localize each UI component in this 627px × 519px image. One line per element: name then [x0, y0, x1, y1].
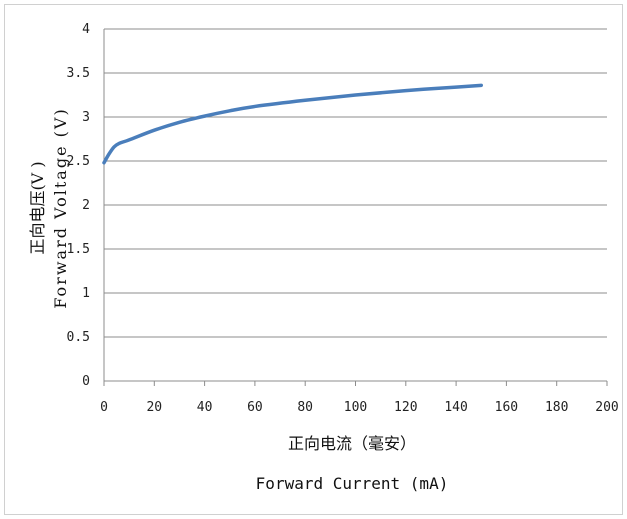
chart-frame [4, 4, 623, 515]
x-tick-label: 100 [344, 400, 367, 415]
gridlines [104, 28, 607, 338]
y-tick-label: 0.5 [67, 330, 90, 345]
x-tick-label: 140 [444, 400, 467, 415]
x-tick-label: 160 [495, 400, 518, 415]
y-tick-label: 4 [82, 22, 90, 37]
x-tick-label: 0 [100, 400, 108, 415]
y-tick-label: 1 [82, 286, 90, 301]
y-tick-labels: 0 0.5 1 1.5 2 2.5 3 3.5 4 [67, 22, 91, 389]
y-axis-label-cn: 正向电压(V ) [28, 161, 47, 254]
y-tick-label: 3.5 [67, 66, 90, 81]
x-tick-label: 20 [146, 400, 162, 415]
y-tick-label: 2 [82, 198, 90, 213]
y-tick-label: 1.5 [67, 242, 90, 257]
x-tick-label: 200 [595, 400, 618, 415]
y-tick-label: 3 [82, 110, 90, 125]
x-tick-label: 60 [247, 400, 263, 415]
x-axis-label-cn: 正向电流（毫安） [288, 434, 416, 453]
series-line-0 [102, 83, 483, 165]
x-tick-label: 40 [197, 400, 213, 415]
x-tick-label: 180 [545, 400, 568, 415]
x-axis-label-en: Forward Current (mA) [256, 474, 449, 493]
series-group [102, 83, 483, 165]
x-tick-labels: 0 20 40 60 80 100 120 140 160 180 200 [100, 400, 619, 415]
y-axis-label-en: Forward Voltage (V) [51, 107, 70, 308]
y-tick-label: 0 [82, 374, 90, 389]
y-tick-label: 2.5 [67, 154, 90, 169]
x-tick-label: 80 [297, 400, 313, 415]
axes [103, 29, 608, 386]
x-tick-label: 120 [394, 400, 417, 415]
